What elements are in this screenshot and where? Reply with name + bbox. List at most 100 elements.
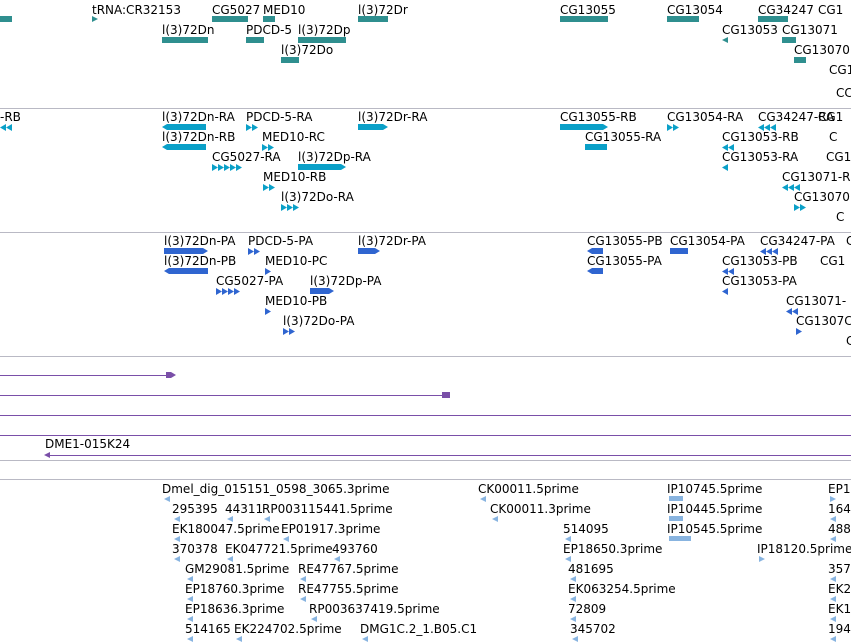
ests-label[interactable]: EP18636.3prime — [185, 602, 285, 616]
transcripts-label[interactable]: MED10-RB — [263, 170, 327, 184]
transcript-exon[interactable] — [212, 164, 244, 171]
ests-label[interactable]: CK00011.5prime — [478, 482, 579, 496]
gene-feature[interactable] — [0, 16, 12, 22]
gene-feature[interactable] — [667, 16, 699, 22]
est-feature[interactable] — [334, 556, 340, 562]
est-feature[interactable] — [669, 496, 683, 501]
est-feature[interactable] — [174, 516, 180, 522]
clone-line[interactable] — [0, 395, 446, 396]
protein-feature[interactable] — [587, 248, 603, 254]
est-feature[interactable] — [164, 496, 170, 502]
ests-label[interactable]: CK00011.3prime — [490, 502, 591, 516]
proteins-label[interactable]: C — [846, 334, 851, 348]
transcript-feature[interactable] — [298, 164, 346, 170]
est-feature[interactable] — [311, 616, 317, 622]
proteins-label[interactable]: PDCD-5-PA — [248, 234, 314, 248]
transcripts-label[interactable]: CG13071-R — [782, 170, 851, 184]
ests-label[interactable]: 44311 — [225, 502, 264, 516]
genes-label[interactable]: CG13053 — [722, 23, 778, 37]
protein-feature[interactable] — [587, 268, 603, 274]
ests-label[interactable]: EP01917.3prime — [281, 522, 381, 536]
transcripts-label[interactable]: CG13055-RA — [585, 130, 662, 144]
transcript-exon[interactable] — [262, 144, 276, 151]
protein-feature[interactable] — [670, 248, 688, 254]
est-feature[interactable] — [570, 596, 576, 602]
ests-label[interactable]: 72809 — [568, 602, 607, 616]
est-feature[interactable] — [227, 516, 233, 522]
proteins-label[interactable]: CG13055-PA — [587, 254, 662, 268]
proteins-label[interactable]: CG34247-PA — [760, 234, 835, 248]
est-feature[interactable] — [830, 496, 836, 502]
proteins-label[interactable]: CG1307C — [796, 314, 851, 328]
gene-feature[interactable] — [358, 16, 388, 22]
est-feature[interactable] — [300, 596, 306, 602]
est-feature[interactable] — [174, 536, 180, 542]
transcript-feature[interactable] — [162, 144, 206, 150]
ests-label[interactable]: 488 — [828, 522, 851, 536]
transcripts-label[interactable]: CG1 — [826, 150, 851, 164]
protein-exon[interactable] — [248, 248, 262, 255]
transcript-exon[interactable] — [263, 184, 277, 191]
clones-label[interactable]: DME1-015K24 — [45, 437, 131, 451]
est-feature[interactable] — [669, 516, 683, 521]
ests-label[interactable]: 345702 — [570, 622, 616, 636]
genes-label[interactable]: CG1 — [829, 63, 851, 77]
ests-label[interactable]: 370378 — [172, 542, 218, 556]
est-feature[interactable] — [174, 556, 180, 562]
genes-label[interactable]: CG13071 — [782, 23, 838, 37]
genes-label[interactable]: CG5027 — [212, 3, 261, 17]
proteins-label[interactable]: MED10-PB — [265, 294, 328, 308]
transcripts-label[interactable]: PDCD-5-RA — [246, 110, 313, 124]
gene-feature[interactable] — [263, 16, 275, 22]
proteins-label[interactable]: l(3)72Dr-PA — [358, 234, 427, 248]
transcript-feature[interactable] — [358, 124, 388, 130]
transcript-exon[interactable] — [794, 204, 808, 211]
ests-label[interactable]: 514165 — [185, 622, 231, 636]
transcripts-label[interactable]: l(3)72Dr-RA — [358, 110, 428, 124]
protein-exon[interactable] — [265, 268, 273, 275]
protein-exon[interactable] — [760, 248, 780, 255]
est-feature[interactable] — [492, 516, 498, 522]
ests-label[interactable]: Dmel_dig_015151_0598_3065.3prime — [162, 482, 390, 496]
ests-label[interactable]: RP003115441.5prime — [262, 502, 393, 516]
transcripts-label[interactable]: CG13053-RA — [722, 150, 799, 164]
est-feature[interactable] — [830, 636, 836, 642]
transcript-exon[interactable] — [722, 144, 736, 151]
est-feature[interactable] — [362, 636, 368, 642]
genes-label[interactable]: CG1 — [818, 3, 844, 17]
ests-label[interactable]: 514095 — [563, 522, 609, 536]
transcripts-label[interactable]: -RB — [0, 110, 21, 124]
gene-feature[interactable] — [281, 57, 299, 63]
est-feature[interactable] — [570, 616, 576, 622]
ests-label[interactable]: 164 — [828, 502, 851, 516]
est-feature[interactable] — [283, 536, 289, 542]
genes-label[interactable]: tRNA:CR32153 — [92, 3, 181, 17]
transcripts-label[interactable]: MED10-RC — [262, 130, 325, 144]
proteins-label[interactable]: CG1 — [820, 254, 846, 268]
est-feature[interactable] — [830, 536, 836, 542]
ests-label[interactable]: RE47767.5prime — [298, 562, 399, 576]
genes-label[interactable]: CG13055 — [560, 3, 616, 17]
ests-label[interactable]: EK180047.5prime — [172, 522, 280, 536]
ests-label[interactable]: RP003637419.5prime — [309, 602, 440, 616]
ests-label[interactable]: EK047721.5prime — [225, 542, 333, 556]
est-feature[interactable] — [565, 536, 571, 542]
est-feature[interactable] — [187, 636, 193, 642]
est-feature[interactable] — [565, 556, 571, 562]
protein-exon[interactable] — [283, 328, 297, 335]
genes-label[interactable]: PDCD-5 — [246, 23, 293, 37]
est-feature[interactable] — [830, 596, 836, 602]
proteins-label[interactable]: l(3)72Dn-PA — [164, 234, 236, 248]
proteins-label[interactable]: MED10-PC — [265, 254, 328, 268]
proteins-label[interactable]: l(3)72Dn-PB — [164, 254, 237, 268]
transcripts-label[interactable]: CG13053-RB — [722, 130, 799, 144]
protein-feature[interactable] — [358, 248, 380, 254]
proteins-label[interactable]: CG13054-PA — [670, 234, 745, 248]
gene-feature[interactable] — [162, 37, 208, 43]
proteins-label[interactable]: CG13071- — [786, 294, 847, 308]
clone-line[interactable] — [48, 455, 851, 456]
proteins-label[interactable]: CG13053-PA — [722, 274, 797, 288]
ests-label[interactable]: EP1 — [828, 482, 851, 496]
ests-label[interactable]: EP18760.3prime — [185, 582, 285, 596]
clone-line[interactable] — [0, 375, 170, 376]
